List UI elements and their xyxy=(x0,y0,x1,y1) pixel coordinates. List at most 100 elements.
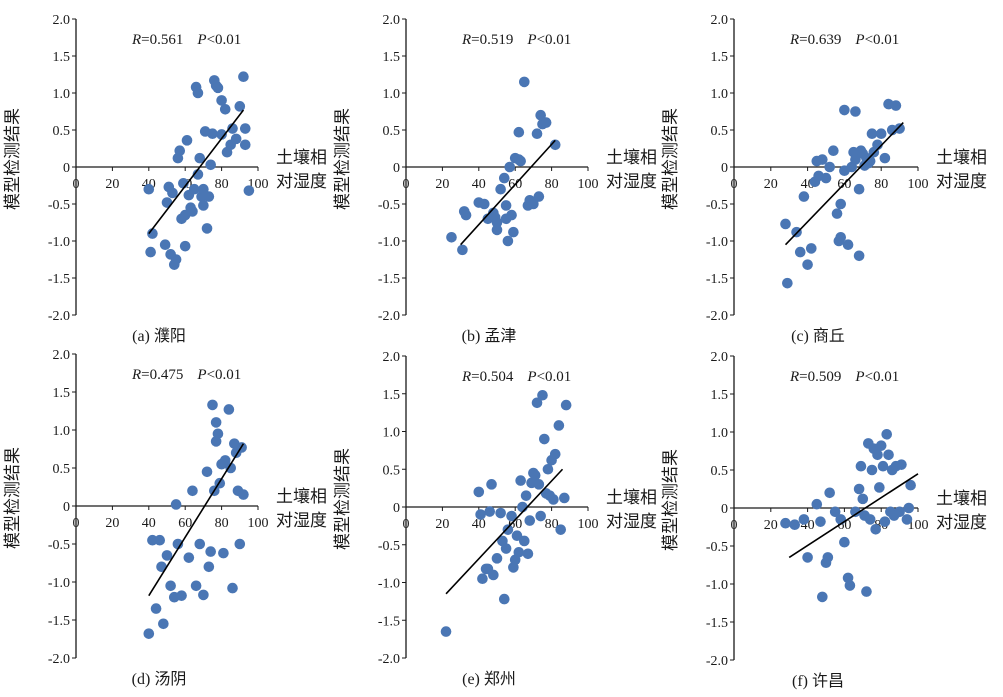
y-tick-label: 0.5 xyxy=(383,463,401,478)
y-tick-label: 2.0 xyxy=(383,350,401,365)
data-point xyxy=(207,399,218,411)
panel-caption: (e) 郑州 xyxy=(462,670,516,688)
data-point xyxy=(894,506,905,518)
data-point xyxy=(227,582,238,594)
data-point xyxy=(154,534,166,546)
data-point xyxy=(190,580,202,592)
data-point xyxy=(498,172,510,184)
data-point xyxy=(219,455,231,466)
stat-annotation: R=0.509 P<0.01 xyxy=(789,369,899,385)
data-point xyxy=(198,589,209,601)
x-tick-label: 0 xyxy=(731,177,738,192)
data-point xyxy=(879,516,891,527)
data-point xyxy=(460,209,472,221)
x-tick-label: 100 xyxy=(248,516,269,531)
x-axis-label-line2: 对湿度 xyxy=(936,172,987,192)
stat-annotation: R=0.504 P<0.01 xyxy=(461,369,571,385)
data-point xyxy=(502,235,514,247)
data-point xyxy=(829,506,841,518)
y-tick-label: 0 xyxy=(393,161,400,176)
fit-line xyxy=(148,443,245,597)
data-point xyxy=(798,191,810,202)
y-tick-label: 1.0 xyxy=(711,87,729,102)
x-tick-label: 80 xyxy=(215,516,229,531)
x-axis-label-line2: 对湿度 xyxy=(936,513,987,533)
y-tick-label: 2.0 xyxy=(711,13,729,28)
data-point xyxy=(794,246,806,258)
data-point xyxy=(491,217,503,228)
data-point xyxy=(811,498,823,510)
x-tick-label: 40 xyxy=(142,516,156,531)
x-tick-label: 80 xyxy=(215,177,229,192)
data-point xyxy=(225,462,236,474)
data-point xyxy=(239,123,251,134)
data-point xyxy=(484,506,496,517)
data-point xyxy=(798,514,810,525)
data-point xyxy=(850,506,861,518)
y-tick-label: 1.0 xyxy=(383,426,401,441)
data-point xyxy=(446,232,457,243)
data-point xyxy=(815,516,826,527)
y-tick-label: -1.5 xyxy=(378,614,400,629)
x-tick-label: 100 xyxy=(578,517,599,532)
y-tick-label: -0.5 xyxy=(378,198,400,213)
y-tick-label: 1.0 xyxy=(53,87,71,102)
data-point xyxy=(515,475,526,486)
data-point xyxy=(165,580,176,592)
x-tick-label: 80 xyxy=(874,177,888,192)
fit-line xyxy=(788,473,919,559)
data-point xyxy=(176,590,187,601)
y-tick-label: -1.0 xyxy=(706,235,728,250)
data-point xyxy=(528,198,539,210)
data-point xyxy=(864,155,876,167)
y-tick-label: -0.5 xyxy=(48,538,70,553)
x-axis-label-line2: 对湿度 xyxy=(606,172,657,192)
data-point xyxy=(890,100,902,111)
data-point xyxy=(903,502,915,514)
data-point xyxy=(219,103,231,115)
fit-line xyxy=(784,122,904,246)
x-tick-label: 20 xyxy=(105,516,119,531)
data-point xyxy=(158,618,169,630)
data-point xyxy=(842,239,854,250)
data-point xyxy=(874,482,885,493)
data-point xyxy=(802,259,813,270)
data-point xyxy=(864,514,876,525)
data-point xyxy=(201,466,213,478)
data-point xyxy=(183,552,195,563)
data-point xyxy=(535,510,546,522)
data-point xyxy=(495,507,506,519)
data-point xyxy=(172,538,184,550)
y-axis-label: 模型检测结果 xyxy=(333,108,353,210)
y-tick-label: 0.5 xyxy=(711,124,729,139)
y-tick-label: 1.5 xyxy=(53,50,71,65)
data-point xyxy=(502,524,514,535)
data-point xyxy=(210,417,222,428)
x-tick-label: 20 xyxy=(764,518,778,533)
y-tick-label: 2.0 xyxy=(711,350,729,365)
data-point xyxy=(535,109,546,121)
stat-annotation: R=0.475 P<0.01 xyxy=(131,367,241,383)
data-point xyxy=(835,232,847,243)
x-tick-label: 0 xyxy=(73,177,80,192)
y-axis-label: 模型检测结果 xyxy=(3,108,23,210)
stat-annotation: R=0.561 P<0.01 xyxy=(131,32,241,48)
x-axis-label-line1: 土壤相 xyxy=(936,147,987,168)
x-tick-label: 60 xyxy=(178,516,192,531)
y-tick-label: 2.0 xyxy=(53,348,71,363)
x-tick-label: 100 xyxy=(908,177,929,192)
x-axis-label-line1: 土壤相 xyxy=(276,147,327,168)
data-point xyxy=(531,397,543,409)
scatter-panel-4: -2.0-1.5-1.0-0.500.51.01.52.00 20 40 60 80 10… xyxy=(3,348,327,688)
data-point xyxy=(553,420,565,431)
panel-caption: (a) 濮阳 xyxy=(132,327,186,345)
x-tick-label: 40 xyxy=(472,177,486,192)
data-point xyxy=(504,161,516,173)
data-point xyxy=(831,208,843,219)
data-point xyxy=(187,206,198,217)
x-axis-label-line2: 对湿度 xyxy=(606,512,657,532)
data-point xyxy=(522,548,534,560)
y-tick-label: 0 xyxy=(63,500,70,515)
data-point xyxy=(875,440,887,451)
